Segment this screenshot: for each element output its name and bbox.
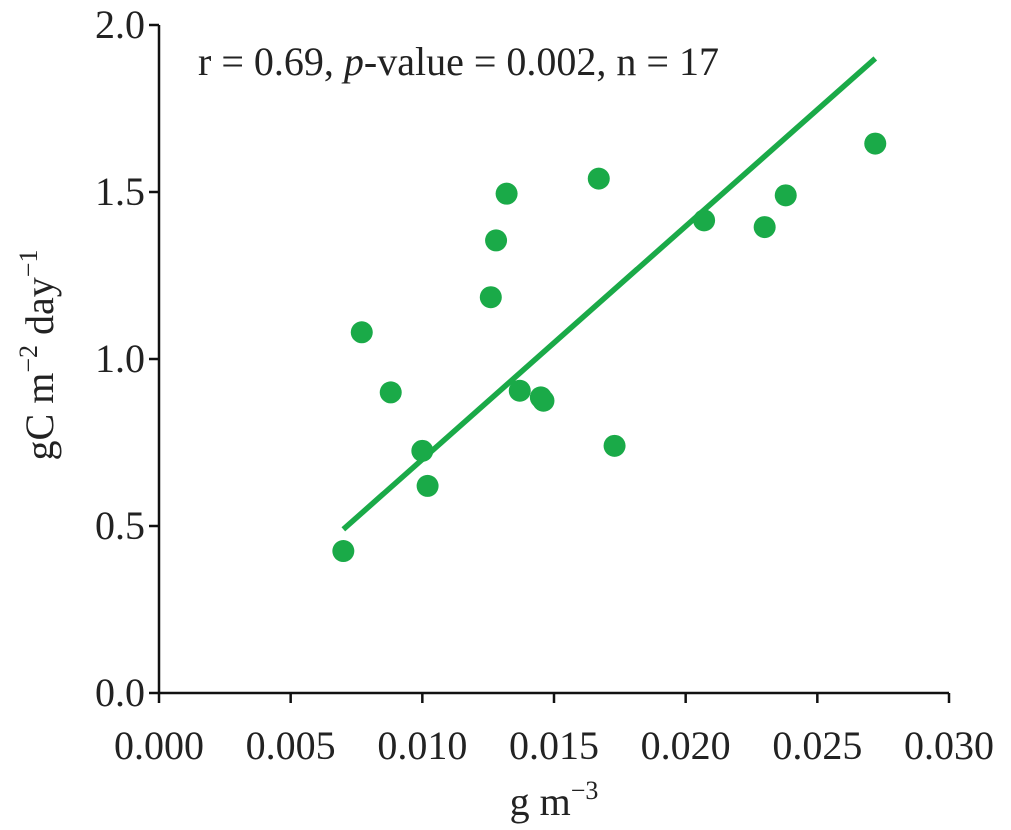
data-point xyxy=(379,381,402,404)
data-point xyxy=(495,182,518,205)
data-point xyxy=(603,434,626,457)
x-axis-title-sup: −3 xyxy=(571,776,599,805)
y-tick-label: 2.0 xyxy=(95,2,145,47)
data-point xyxy=(864,132,887,155)
axes xyxy=(157,25,949,695)
annotation-suffix: -value = 0.002, n = 17 xyxy=(364,39,719,84)
y-axis-title-sup1: −2 xyxy=(14,345,43,373)
x-axis-title-base: g m xyxy=(510,779,571,824)
data-point xyxy=(485,229,508,252)
data-point xyxy=(508,379,531,402)
x-tick-label: 0.020 xyxy=(641,723,731,768)
data-point xyxy=(774,184,797,207)
x-tick-label: 0.005 xyxy=(246,723,336,768)
data-point xyxy=(332,540,355,563)
ticks: 0.000 0.005 0.010 0.015 0.020 0.025 0.030 0.0 0.… xyxy=(95,2,994,768)
x-axis-title: g m−3 xyxy=(510,776,599,824)
data-point xyxy=(411,439,434,462)
x-tick-label: 0.015 xyxy=(509,723,599,768)
x-tick-label: 0.000 xyxy=(114,723,204,768)
y-axis-title-base1: gC m xyxy=(17,373,62,461)
y-tick-label: 1.0 xyxy=(95,336,145,381)
data-point xyxy=(350,321,373,344)
annotation-p-symbol: p xyxy=(341,39,364,84)
annotation-prefix: r = 0.69, xyxy=(198,39,344,84)
data-point xyxy=(479,286,502,309)
data-point xyxy=(587,167,610,190)
y-tick-label: 0.5 xyxy=(95,503,145,548)
y-tick-label: 0.0 xyxy=(95,670,145,715)
x-tick-label: 0.030 xyxy=(904,723,994,768)
data-point xyxy=(416,474,439,497)
x-tick-label: 0.025 xyxy=(772,723,862,768)
data-point xyxy=(753,216,776,239)
y-axis-title-sup2: −1 xyxy=(14,250,43,278)
data-point xyxy=(532,389,555,412)
y-axis-title-base2: day xyxy=(17,277,62,345)
stats-annotation: r = 0.69, p-value = 0.002, n = 17 xyxy=(198,39,719,84)
data-point xyxy=(693,209,716,232)
x-tick-label: 0.010 xyxy=(377,723,467,768)
data-points xyxy=(332,132,887,563)
y-axis-title: gC m−2 day−1 xyxy=(14,250,62,461)
y-tick-label: 1.5 xyxy=(95,169,145,214)
